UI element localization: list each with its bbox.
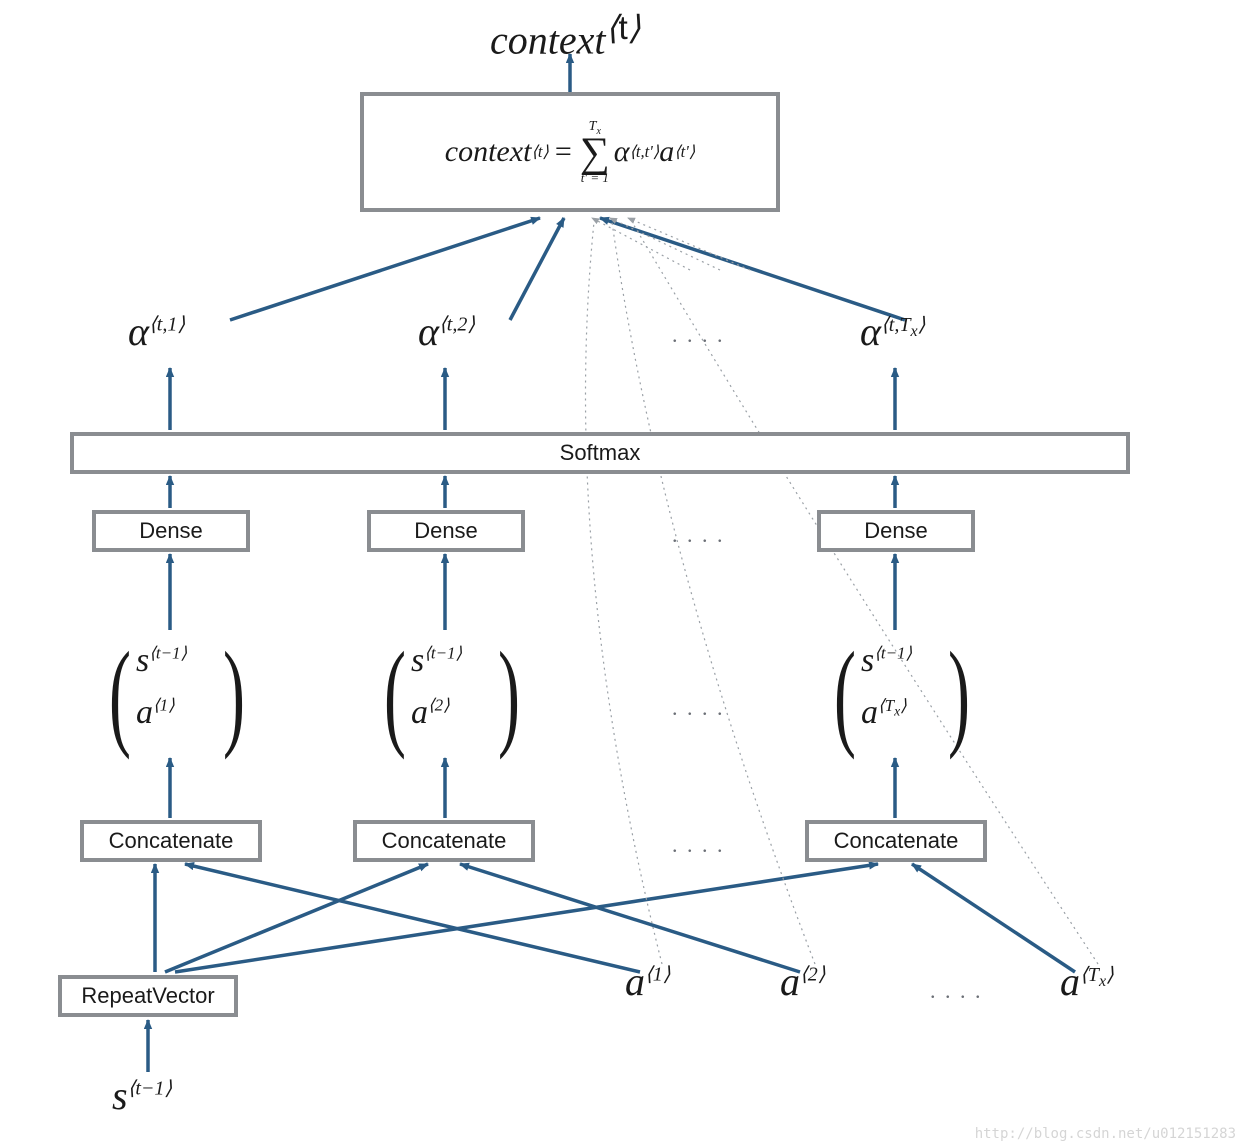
alpha-label-2: α⟨t,2⟩ bbox=[418, 308, 475, 355]
pair-2-s: s⟨t−1⟩ bbox=[411, 642, 462, 680]
ellipsis: . . . . bbox=[672, 522, 725, 548]
a-input-Tx: a⟨Tx⟩ bbox=[1060, 958, 1114, 1005]
concatenate-box-2: Concatenate bbox=[353, 820, 535, 862]
alpha-label-1: α⟨t,1⟩ bbox=[128, 308, 185, 355]
context-output-label: context⟨t⟩ bbox=[490, 8, 641, 63]
pair-3-a: a⟨Tx⟩ bbox=[861, 694, 907, 732]
concatenate-box-3: Concatenate bbox=[805, 820, 987, 862]
dense-box-2: Dense bbox=[367, 510, 525, 552]
pair-2-rparen: ) bbox=[498, 634, 520, 754]
alpha-label-3: α⟨t,Tx⟩ bbox=[860, 308, 925, 355]
pair-1-lparen: ( bbox=[109, 634, 131, 754]
pair-1-a: a⟨1⟩ bbox=[136, 694, 175, 732]
diagram-stage: Softmax Dense Dense Dense Concatenate Concate… bbox=[0, 0, 1244, 1148]
pair-3-rparen: ) bbox=[948, 634, 970, 754]
a-input-2: a⟨2⟩ bbox=[780, 958, 826, 1005]
s-prev-label: s⟨t−1⟩ bbox=[112, 1072, 172, 1119]
a-input-1: a⟨1⟩ bbox=[625, 958, 671, 1005]
context-equation: context⟨t⟩ = Tx∑t' = 1α⟨t,t'⟩a⟨t'⟩ bbox=[360, 92, 780, 212]
pair-3-lparen: ( bbox=[834, 634, 856, 754]
concatenate-box-1: Concatenate bbox=[80, 820, 262, 862]
pair-1-rparen: ) bbox=[223, 634, 245, 754]
ellipsis: . . . . bbox=[672, 695, 725, 721]
dense-box-3: Dense bbox=[817, 510, 975, 552]
pair-3-s: s⟨t−1⟩ bbox=[861, 642, 912, 680]
ellipsis: . . . . bbox=[672, 832, 725, 858]
dense-box-1: Dense bbox=[92, 510, 250, 552]
repeatvector-box: RepeatVector bbox=[58, 975, 238, 1017]
softmax-box: Softmax bbox=[70, 432, 1130, 474]
ellipsis: . . . . bbox=[672, 322, 725, 348]
ellipsis: . . . . bbox=[930, 978, 983, 1004]
pair-2-a: a⟨2⟩ bbox=[411, 694, 450, 732]
watermark: http://blog.csdn.net/u012151283 bbox=[975, 1126, 1236, 1142]
pair-1-s: s⟨t−1⟩ bbox=[136, 642, 187, 680]
pair-2-lparen: ( bbox=[384, 634, 406, 754]
